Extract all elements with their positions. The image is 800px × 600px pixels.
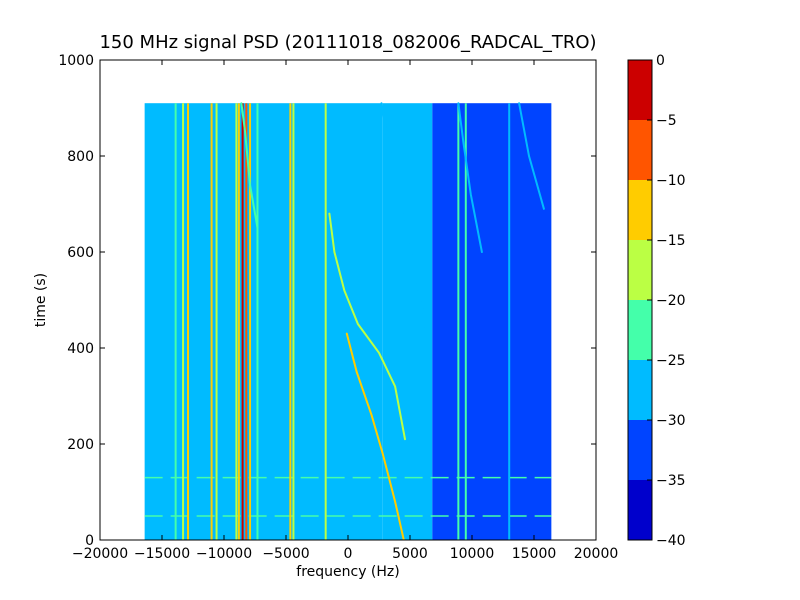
y-tick-label: 0 — [85, 533, 94, 549]
colorbar-segment — [628, 180, 652, 240]
colorbar-tick-label: −15 — [656, 233, 686, 249]
x-ticks: −20000 −15000 −10000 −5000 0 5000 10000 15000 20… — [72, 60, 618, 562]
colorbar-tick-label: −25 — [656, 353, 686, 369]
colorbar-tick-label: −20 — [656, 293, 686, 309]
colorbar-segment — [628, 60, 652, 120]
colorbar-segment — [628, 240, 652, 300]
x-tick-label: −20000 — [72, 546, 128, 562]
background-region-0 — [144, 103, 383, 540]
y-tick-label: 600 — [67, 245, 94, 261]
x-tick-label: 15000 — [512, 546, 557, 562]
x-tick-label: 10000 — [450, 546, 495, 562]
colorbar-tick-label: −40 — [656, 533, 686, 549]
x-tick-label: 5000 — [392, 546, 428, 562]
x-tick-label: −10000 — [196, 546, 252, 562]
drifting-trace-5 — [457, 102, 483, 253]
y-tick-label: 200 — [67, 437, 94, 453]
plot-area: −20000 −15000 −10000 −5000 0 5000 10000 15000 20… — [58, 53, 618, 562]
colorbar-tick-label: −10 — [656, 173, 686, 189]
colorbar-tick-label: −30 — [656, 413, 686, 429]
colorbar-tick-label: 0 — [656, 53, 665, 69]
x-tick-label: 20000 — [574, 546, 619, 562]
drifting-trace-0 — [345, 332, 405, 540]
x-tick-label: −15000 — [134, 546, 190, 562]
x-tick-label: 0 — [344, 546, 353, 562]
colorbar-segment — [628, 480, 652, 540]
drifting-trace-2 — [240, 102, 259, 229]
spectrogram — [144, 102, 552, 540]
drifting-trace-3 — [380, 102, 428, 330]
colorbar: −40 −35 −30 −25 −20 −15 −10 −5 0 — [627, 53, 686, 549]
drifting-trace-1 — [328, 212, 406, 441]
colorbar-tick-label: −35 — [656, 473, 686, 489]
colorbar-segment — [628, 360, 652, 420]
y-tick-label: 1000 — [58, 53, 94, 69]
x-tick-label: −5000 — [262, 546, 309, 562]
y-tick-label: 800 — [67, 149, 94, 165]
y-tick-label: 400 — [67, 341, 94, 357]
x-axis-label: frequency (Hz) — [296, 564, 399, 580]
y-axis-label: time (s) — [33, 273, 49, 327]
colorbar-tick-label: −5 — [656, 113, 677, 129]
y-ticks: 0 200 400 600 800 1000 — [58, 53, 596, 549]
drifting-trace-4 — [518, 102, 545, 210]
colorbar-segment — [628, 420, 652, 480]
chart-title: 150 MHz signal PSD (20111018_082006_RADC… — [99, 32, 596, 53]
background-region-2 — [432, 103, 552, 540]
colorbar-segment — [628, 300, 652, 360]
colorbar-segment — [628, 120, 652, 180]
